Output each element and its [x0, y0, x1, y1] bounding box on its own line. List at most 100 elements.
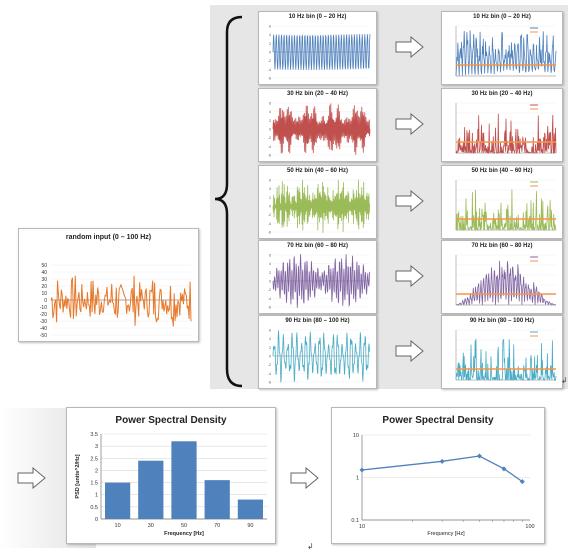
- y-tick-label: 10: [353, 433, 359, 439]
- curly-brace: [214, 15, 243, 388]
- y-tick-label: 2.5: [90, 456, 98, 462]
- arrow-right-icon: [395, 36, 424, 58]
- bin-psd-line: [455, 338, 557, 382]
- y-tick-label: 3.5: [90, 432, 98, 438]
- y-tick-label: -20: [40, 312, 47, 318]
- y-tick-label: -6: [268, 154, 271, 158]
- y-tick-label: 0: [44, 298, 47, 304]
- bin-psd-title: 30 Hz bin (20 – 40 Hz): [471, 91, 533, 97]
- bin-psd-title: 90 Hz bin (80 – 100 Hz): [469, 318, 535, 324]
- psd-point: [519, 479, 525, 485]
- y-tick-label: 0.5: [90, 505, 98, 511]
- arrow-shape: [395, 265, 424, 287]
- y-tick-label: 6: [269, 25, 271, 29]
- y-tick-label: 40: [41, 270, 47, 276]
- arrow-right-icon: [395, 340, 424, 362]
- bin-psd-chart: 90 Hz bin (80 – 100 Hz): [441, 315, 563, 389]
- psd-bar: [104, 482, 131, 519]
- bin-psd-title: 50 Hz bin (40 – 60 Hz): [471, 168, 533, 174]
- bin-time-title: 70 Hz bin (60 – 80 Hz): [286, 243, 349, 249]
- bin-psd-plot: [455, 25, 557, 77]
- y-tick-label: 1.5: [90, 481, 98, 487]
- bin-time-plot: 6 4 2 0 -2 -4 -6: [268, 25, 371, 81]
- arrow-shape: [395, 340, 424, 362]
- bin-time-title: 50 Hz bin (40 – 60 Hz): [286, 168, 349, 174]
- bin-time-plot: 6 4 2 0 -2 -4 -6: [268, 102, 371, 158]
- y-tick-label: 2: [269, 196, 271, 200]
- bin-time-chart: 50 Hz bin (40 – 60 Hz) 6 4 2 0 -2 -4 -6: [258, 165, 377, 239]
- bin-time-title: 30 Hz bin (20 – 40 Hz): [286, 91, 349, 97]
- psd-log-title: Power Spectral Density: [382, 415, 494, 426]
- y-tick-label: 0: [269, 280, 271, 284]
- psd-point: [476, 453, 482, 459]
- y-tick-label: -6: [268, 306, 271, 310]
- y-tick-label: 4: [269, 187, 271, 191]
- psd-bar: [237, 499, 264, 519]
- y-tick-label: -10: [40, 305, 47, 311]
- bin-psd-chart: 70 Hz bin (60 – 80 Hz): [441, 240, 563, 314]
- y-tick-label: 2: [269, 42, 271, 46]
- x-tick-label: 10: [359, 524, 365, 530]
- bin-series-line: [272, 103, 371, 155]
- bin-series-line: [272, 34, 371, 70]
- y-tick-label: 0: [269, 355, 271, 359]
- y-tick-label: -2: [268, 363, 271, 367]
- y-tick-label: -6: [268, 231, 271, 235]
- y-tick-label: 1: [95, 493, 98, 499]
- y-tick-label: 6: [269, 179, 271, 183]
- y-tick-label: -40: [40, 326, 47, 332]
- psd-bar-chart: Power Spectral Density 0 0.5 1 1.5 2 2.5 3 3.5 1…: [66, 407, 276, 544]
- y-tick-label: 4: [269, 337, 271, 341]
- y-tick-label: 6: [269, 329, 271, 333]
- y-tick-label: 30: [41, 277, 47, 283]
- y-tick-label: 0: [95, 517, 98, 523]
- arrow-right-icon: [395, 113, 424, 135]
- bin-psd-title: 10 Hz bin (0 – 20 Hz): [473, 14, 531, 20]
- y-tick-label: 2: [95, 468, 98, 474]
- y-tick-label: 4: [269, 33, 271, 37]
- x-tick-label: 100: [525, 524, 534, 530]
- y-tick-label: 4: [269, 110, 271, 114]
- bin-psd-line: [455, 30, 557, 77]
- input-series-line: [50, 275, 192, 327]
- bin-psd-chart: 50 Hz bin (40 – 60 Hz): [441, 165, 563, 239]
- psd-log-plot: 0.1 1 10 10 100 Frequency [Hz]: [351, 433, 534, 537]
- y-tick-label: -30: [40, 319, 47, 325]
- arrow-right-icon: [290, 467, 319, 489]
- y-tick-label: 0: [269, 51, 271, 55]
- psd-bar: [171, 441, 197, 519]
- y-tick-label: -4: [268, 372, 271, 376]
- y-tick-label: -50: [40, 333, 47, 339]
- random-input-title: random input (0 – 100 Hz): [65, 234, 152, 241]
- bin-time-title: 10 Hz bin (0 – 20 Hz): [288, 14, 347, 20]
- arrow-right-icon: [395, 190, 424, 212]
- y-tick-label: 2: [269, 119, 271, 123]
- y-axis-label: PSD [units^2/Hz]: [75, 454, 81, 498]
- bin-time-chart: 30 Hz bin (20 – 40 Hz) 6 4 2 0 -2 -4 -6: [258, 88, 377, 162]
- bin-series-line: [272, 179, 371, 233]
- x-tick-label: 30: [148, 523, 154, 529]
- arrow-shape: [395, 113, 424, 135]
- y-tick-label: -4: [268, 145, 271, 149]
- bin-psd-plot: [455, 102, 557, 155]
- bin-time-chart: 70 Hz bin (60 – 80 Hz) 6 4 2 0 -2 -4 -6: [258, 240, 377, 314]
- y-tick-label: 1: [356, 476, 359, 482]
- bin-psd-line: [456, 260, 556, 306]
- bin-time-chart: 90 Hz bin (80 – 100 Hz) 6 4 2 0 -2 -4 -6: [258, 315, 377, 389]
- bin-psd-plot: [455, 329, 557, 382]
- arrow-shape: [395, 36, 424, 58]
- y-tick-label: -2: [268, 213, 271, 217]
- arrow-right-icon: [17, 467, 46, 489]
- arrow-right-icon: [395, 265, 424, 287]
- y-tick-label: 0: [269, 128, 271, 132]
- y-tick-label: 20: [41, 284, 47, 290]
- cursor-mark: ↲: [561, 376, 568, 385]
- bin-psd-chart: 10 Hz bin (0 – 20 Hz): [441, 11, 563, 85]
- bin-psd-line: [455, 189, 557, 232]
- y-tick-label: 50: [41, 263, 47, 269]
- bin-time-plot: 6 4 2 0 -2 -4 -6: [268, 179, 371, 235]
- bin-time-title: 90 Hz bin (80 – 100 Hz): [285, 318, 350, 324]
- x-axis-label: Frequency [Hz]: [427, 531, 465, 537]
- y-tick-label: -6: [268, 381, 271, 385]
- y-tick-label: -2: [268, 59, 271, 63]
